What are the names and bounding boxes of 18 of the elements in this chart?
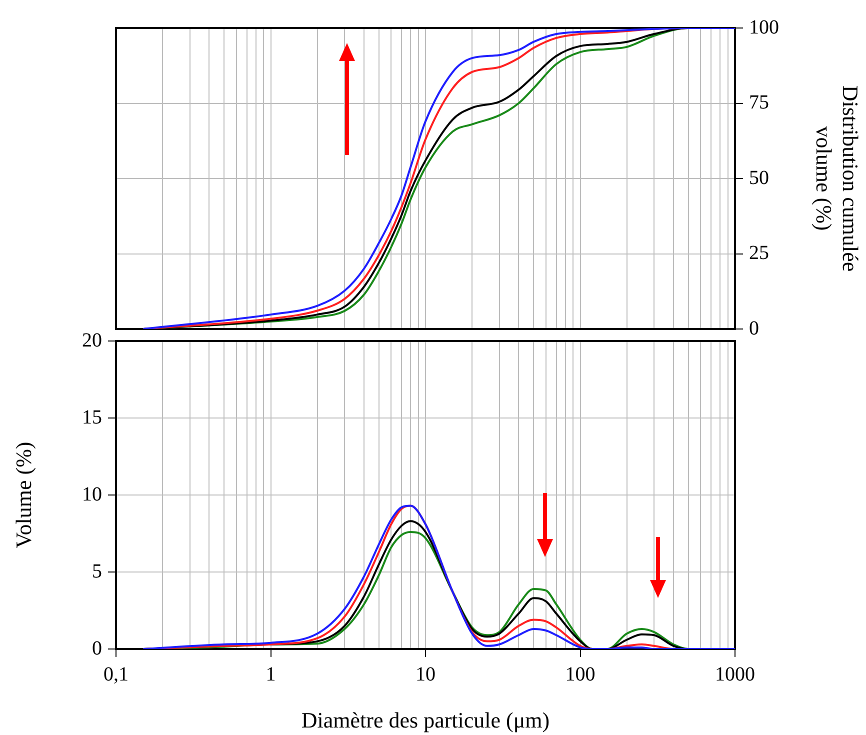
- x-tick-label: 1000: [715, 663, 755, 686]
- x-tick-label: 10: [416, 663, 436, 686]
- x-tick-label: 1: [266, 663, 276, 686]
- y-tick-label: 100: [749, 16, 779, 38]
- y-tick-label: 5: [92, 560, 102, 582]
- y-tick-label: 75: [749, 92, 769, 114]
- y-tick-label: 0: [749, 317, 759, 340]
- x-tick-label: 0,1: [104, 663, 128, 686]
- y-tick-label: 25: [749, 242, 769, 264]
- y-axis-title: Distribution cumulée volume (%): [812, 85, 864, 272]
- y-tick-label: 50: [749, 166, 769, 189]
- x-tick-label: 100: [565, 663, 596, 686]
- y-tick-label: 0: [92, 637, 102, 660]
- y-tick-label: 15: [82, 406, 102, 428]
- y-tick-label: 10: [82, 483, 102, 506]
- y-tick-label: 20: [82, 329, 102, 352]
- x-axis-title: Diamètre des particule (μm): [301, 708, 550, 733]
- y-axis-title: Volume (%): [10, 442, 36, 548]
